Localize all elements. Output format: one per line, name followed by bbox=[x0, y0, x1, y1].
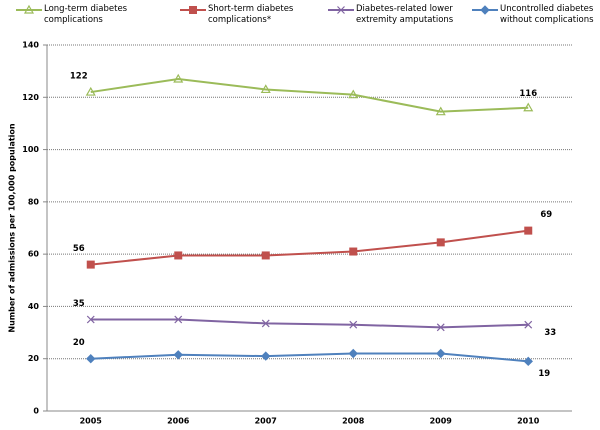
legend-swatch bbox=[16, 4, 42, 14]
marker bbox=[174, 251, 183, 260]
marker bbox=[348, 348, 358, 359]
marker bbox=[435, 106, 446, 116]
y-tick-label: 140 bbox=[22, 41, 39, 50]
marker bbox=[337, 6, 345, 14]
data-label: 116 bbox=[519, 89, 537, 99]
data-label: 56 bbox=[73, 244, 85, 254]
y-tick-label: 0 bbox=[33, 407, 39, 416]
marker bbox=[260, 84, 271, 94]
data-label: 33 bbox=[544, 328, 556, 338]
series-line bbox=[90, 352, 529, 363]
legend-item: Uncontrolled diabetes without complicati… bbox=[470, 4, 600, 26]
series-line bbox=[90, 77, 529, 113]
marker bbox=[86, 260, 95, 269]
legend-swatch bbox=[328, 6, 354, 14]
data-label: 69 bbox=[540, 210, 552, 220]
series-line bbox=[90, 318, 529, 329]
legend-label: Uncontrolled diabetes without complicati… bbox=[500, 4, 594, 25]
legend-label: Short-term diabetes complications* bbox=[208, 4, 294, 25]
marker bbox=[261, 251, 270, 260]
marker bbox=[173, 73, 184, 83]
series-line bbox=[90, 229, 529, 266]
x-tick-label: 2010 bbox=[517, 417, 540, 426]
marker bbox=[86, 354, 96, 364]
x-tick-label: 2007 bbox=[255, 417, 277, 426]
marker bbox=[189, 6, 197, 14]
marker bbox=[86, 315, 95, 324]
marker bbox=[480, 5, 490, 15]
marker bbox=[349, 320, 358, 329]
marker bbox=[261, 351, 271, 361]
legend-swatch bbox=[180, 6, 206, 14]
marker bbox=[174, 315, 183, 324]
marker bbox=[523, 356, 533, 367]
legend-item: Long-term diabetes complications bbox=[14, 4, 154, 26]
data-label: 35 bbox=[73, 299, 85, 309]
legend-label: Long-term diabetes complications bbox=[44, 4, 128, 25]
marker bbox=[524, 320, 533, 329]
data-label: 122 bbox=[70, 72, 88, 82]
marker bbox=[523, 102, 534, 112]
y-tick-label: 80 bbox=[28, 197, 40, 206]
marker bbox=[524, 226, 533, 235]
marker bbox=[261, 319, 270, 328]
y-axis-label: Number of admissions per 100,000 populat… bbox=[8, 123, 17, 333]
legend-label: Diabetes-related lower extremity amputat… bbox=[356, 4, 454, 25]
marker bbox=[85, 86, 96, 96]
y-tick-label: 120 bbox=[22, 93, 39, 102]
marker bbox=[23, 4, 35, 14]
y-tick-label: 100 bbox=[22, 145, 39, 154]
y-tick-label: 20 bbox=[28, 354, 40, 363]
x-tick-label: 2006 bbox=[167, 417, 190, 426]
y-tick-label: 40 bbox=[28, 302, 40, 311]
marker bbox=[436, 323, 445, 332]
x-tick-label: 2009 bbox=[430, 417, 453, 426]
legend-swatch bbox=[472, 5, 498, 15]
legend-item: Diabetes-related lower extremity amputat… bbox=[326, 4, 466, 26]
x-tick-label: 2008 bbox=[342, 417, 365, 426]
marker bbox=[436, 348, 446, 359]
marker bbox=[349, 247, 358, 256]
x-tick-label: 2005 bbox=[80, 417, 103, 426]
data-label: 19 bbox=[538, 369, 550, 379]
marker bbox=[348, 89, 359, 99]
marker bbox=[173, 350, 183, 360]
y-tick-label: 60 bbox=[28, 250, 40, 259]
data-label: 20 bbox=[73, 338, 85, 348]
marker bbox=[436, 238, 445, 247]
legend-item: Short-term diabetes complications* bbox=[178, 4, 318, 26]
